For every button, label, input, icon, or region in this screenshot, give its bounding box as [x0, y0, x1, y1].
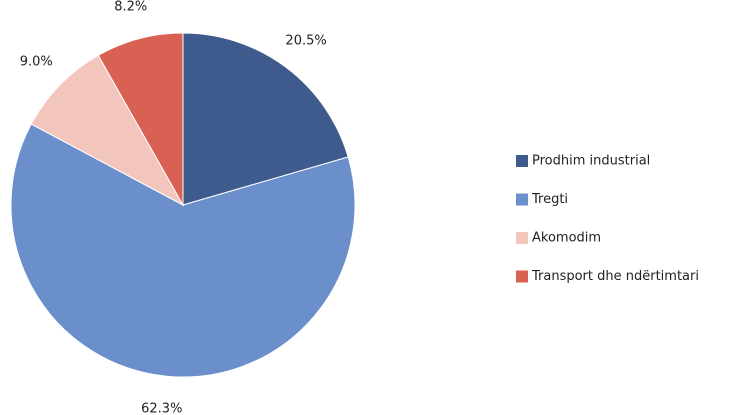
data-label: 8.2% — [114, 0, 147, 14]
pie-slice — [30, 54, 185, 207]
legend-swatch — [516, 193, 528, 206]
legend-label: Transport dhe ndërtimtari — [531, 269, 699, 284]
data-label: 20.5% — [285, 34, 326, 49]
legend-label: Akomodim — [532, 231, 601, 246]
pie-slice — [10, 123, 356, 378]
legend-swatch — [516, 232, 528, 244]
legend-label: Prodhim industrial — [532, 154, 650, 169]
legend-swatch — [516, 155, 528, 167]
data-label: 9.0% — [20, 54, 53, 69]
pie-slice — [182, 32, 349, 206]
legend-swatch — [516, 270, 528, 283]
data-label: 62.3% — [141, 401, 182, 415]
pie-slice — [97, 32, 184, 207]
legend-label: Tregti — [531, 192, 568, 207]
